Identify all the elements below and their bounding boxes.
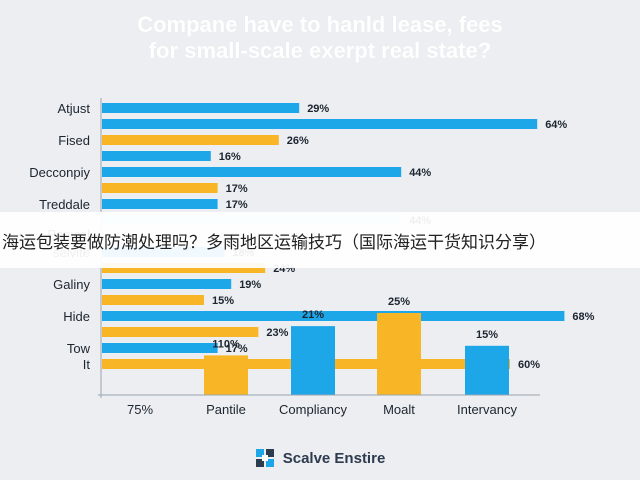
bar [102, 151, 211, 161]
brand-logo-icon [255, 449, 274, 467]
row-label: Hide [63, 309, 90, 324]
column-bar [204, 355, 248, 395]
x-tick-label: 75% [127, 402, 153, 417]
bar-value-label: 19% [239, 279, 261, 291]
bar-value-label: 17% [226, 343, 248, 355]
row-label: Decconpiy [29, 165, 90, 180]
column-bar [465, 345, 509, 395]
chart-title-line-1: Compane have to hanld lease, fees [137, 12, 503, 37]
bar [102, 343, 218, 353]
x-tick-label: Pantile [206, 402, 246, 417]
bar [102, 119, 538, 129]
bar-value-label: 29% [307, 103, 329, 115]
bar-value-label: 16% [219, 151, 241, 163]
bar-value-label: 23% [266, 327, 288, 339]
row-label: Atjust [57, 101, 90, 116]
caption-overlay-text: 海运包装要做防潮处理吗？多雨地区运输技巧（国际海运干货知识分享） [2, 232, 546, 253]
x-tick-label: Moalt [383, 402, 415, 417]
x-tick-label: Intervancy [457, 402, 517, 417]
bar [102, 167, 402, 177]
column-value-label: 15% [476, 329, 498, 341]
row-label: Galiny [53, 277, 90, 292]
column-value-label: 21% [302, 309, 324, 321]
x-tick-label: Compliancy [279, 402, 347, 417]
column-value-label: 25% [388, 296, 410, 308]
column-bar [377, 313, 421, 395]
brand-name: Scalve Enstire [282, 449, 386, 467]
chart-title-line-2: for small-scale exerpt real state? [148, 38, 492, 63]
bar [102, 279, 232, 289]
bar-value-label: 60% [518, 359, 540, 371]
bar-value-label: 17% [226, 199, 248, 211]
bar [102, 311, 565, 321]
bar [102, 199, 218, 209]
chart-title: Compane have to hanld lease, fees for sm… [0, 12, 640, 64]
bar [102, 103, 300, 113]
bar [102, 135, 279, 145]
column-bar [291, 326, 335, 395]
bar-value-label: 68% [572, 311, 594, 323]
bar [102, 183, 218, 193]
bar-value-label: 26% [287, 135, 309, 147]
bar [102, 263, 266, 273]
row-label: Tow [67, 341, 91, 356]
brand-footer: Scalve Enstire [0, 446, 640, 470]
bar [102, 295, 204, 305]
bar-value-label: 44% [409, 167, 431, 179]
row-label: Treddale [39, 197, 90, 212]
bar [102, 327, 259, 337]
bar-value-label: 17% [226, 183, 248, 195]
row-label: It [83, 357, 91, 372]
row-label: Fised [58, 133, 90, 148]
caption-overlay-banner: 海运包装要做防潮处理吗？多雨地区运输技巧（国际海运干货知识分享） [0, 212, 640, 268]
column-value-label: 110% [212, 338, 240, 350]
bar-value-label: 64% [545, 119, 567, 131]
bar-value-label: 15% [212, 295, 234, 307]
